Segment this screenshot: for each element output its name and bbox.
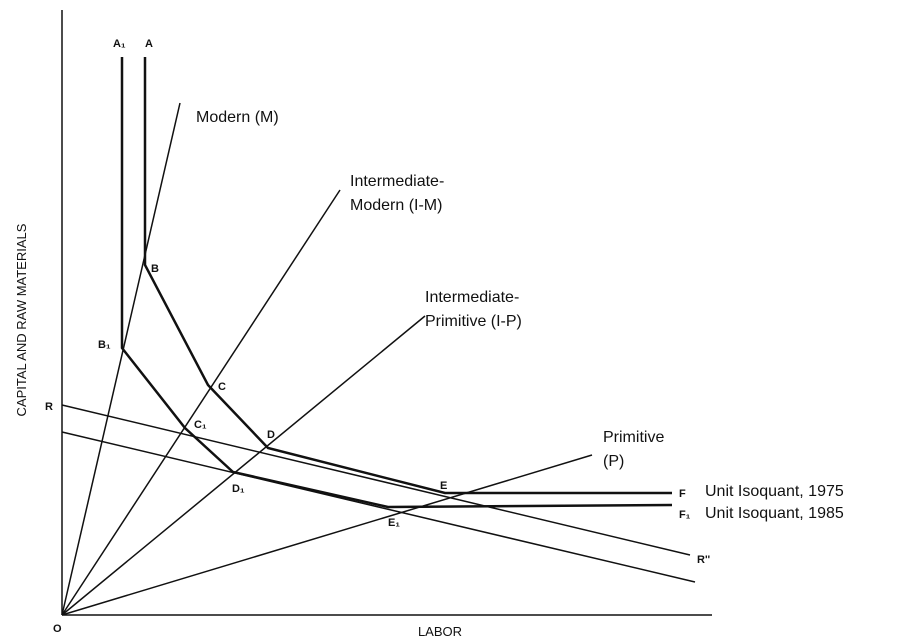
origin-label: O bbox=[53, 623, 62, 635]
price-line-label: R bbox=[45, 401, 53, 413]
ray bbox=[61, 454, 593, 616]
point-label: E bbox=[440, 480, 447, 492]
isoquant-1985 bbox=[120, 57, 673, 509]
ray bbox=[61, 189, 341, 616]
price-line bbox=[61, 404, 691, 556]
ray-label: Modern (M) bbox=[196, 109, 279, 126]
isoquant-1975 bbox=[143, 57, 672, 495]
point-label: B₁ bbox=[98, 339, 111, 351]
isoquant-label: Unit Isoquant, 1975 bbox=[705, 483, 844, 500]
price-line-label: R'' bbox=[697, 554, 711, 566]
point-label: D bbox=[267, 429, 275, 441]
point-label: C₁ bbox=[194, 419, 207, 431]
point-label: F bbox=[679, 488, 686, 500]
point-label: C bbox=[218, 381, 226, 393]
ray-label: Primitive bbox=[603, 429, 664, 446]
ray bbox=[61, 102, 181, 616]
price-line bbox=[61, 431, 696, 583]
isoquant-label: Unit Isoquant, 1985 bbox=[705, 505, 844, 522]
point-label: B bbox=[151, 263, 159, 275]
ray bbox=[61, 315, 426, 616]
y-axis-label: CAPITAL AND RAW MATERIALS bbox=[14, 223, 29, 416]
ray-label: Modern (I-M) bbox=[350, 197, 442, 214]
ray-label: Intermediate- bbox=[425, 289, 519, 306]
ray-label: Primitive (I-P) bbox=[425, 313, 522, 330]
ray-label: (P) bbox=[603, 453, 624, 470]
point-label: E₁ bbox=[388, 517, 400, 529]
point-label: A₁ bbox=[113, 38, 126, 50]
point-label: F₁ bbox=[679, 509, 691, 521]
x-axis-label: LABOR bbox=[418, 624, 462, 639]
point-label: D₁ bbox=[232, 483, 245, 495]
ray-label: Intermediate- bbox=[350, 173, 444, 190]
point-label: A bbox=[145, 38, 153, 50]
